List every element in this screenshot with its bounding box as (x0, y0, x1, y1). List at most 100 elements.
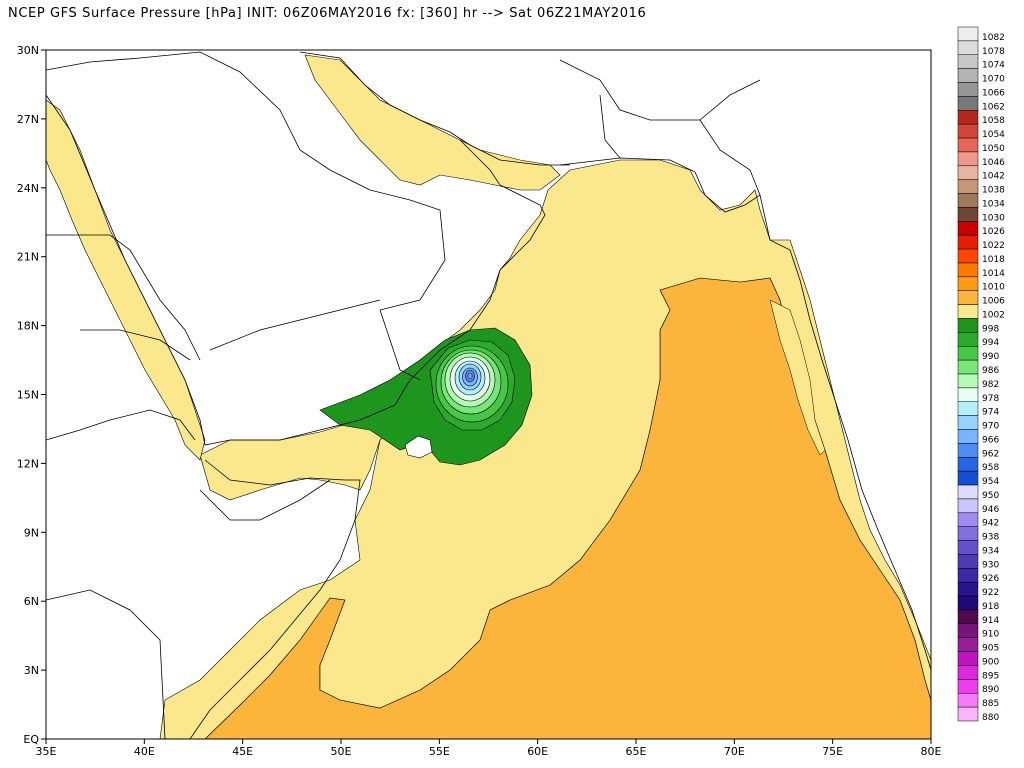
colorbar-swatch (957, 137, 979, 153)
chart-title: NCEP GFS Surface Pressure [hPa] INIT: 06… (8, 6, 647, 21)
colorbar-swatch (957, 207, 979, 222)
longitude-axis: 35E 40E 45E 50E 55E 60E 65E 70E 75E 80E (36, 739, 942, 758)
colorbar-label: 938 (982, 533, 999, 543)
colorbar-label: 978 (982, 394, 999, 404)
colorbar-label: 1058 (982, 116, 1005, 126)
lon-tick-label: 50E (331, 745, 352, 758)
colorbar-label: 1026 (982, 227, 1005, 237)
colorbar-swatch (957, 484, 979, 500)
colorbar-swatch (957, 290, 979, 305)
colorbar-swatch (957, 151, 979, 167)
colorbar-label: 1014 (982, 269, 1005, 279)
colorbar: 1082 1078 1074 1070 1066 1062 1058 1054 1050 1046… (957, 26, 1005, 723)
lat-tick-label: 9N (24, 526, 39, 539)
colorbar-swatch (957, 540, 979, 555)
colorbar-label: 958 (982, 463, 999, 473)
colorbar-swatch (957, 165, 979, 180)
colorbar-swatch (957, 457, 979, 472)
colorbar-label: 986 (982, 366, 999, 376)
colorbar-swatch (957, 651, 979, 666)
colorbar-swatch (957, 345, 979, 361)
colorbar-swatch (957, 498, 979, 514)
colorbar-swatch (957, 568, 979, 583)
colorbar-label: 970 (982, 422, 999, 432)
colorbar-swatch (957, 387, 979, 403)
colorbar-swatch (957, 234, 979, 250)
colorbar-swatch (957, 373, 979, 389)
lat-tick-label: 6N (24, 595, 39, 608)
colorbar-label: 895 (982, 671, 999, 681)
colorbar-swatch (957, 415, 979, 430)
colorbar-swatch (957, 82, 979, 97)
colorbar-label: 900 (982, 657, 999, 667)
colorbar-swatch (957, 512, 979, 527)
lon-tick-label: 40E (134, 745, 155, 758)
colorbar-label: 982 (982, 380, 999, 390)
colorbar-label: 930 (982, 560, 999, 570)
pressure-field (46, 54, 931, 739)
colorbar-swatch (957, 318, 979, 333)
colorbar-label: 1078 (982, 47, 1005, 57)
colorbar-swatch (957, 443, 979, 458)
colorbar-swatch (957, 665, 979, 680)
colorbar-label: 914 (982, 616, 999, 626)
colorbar-label: 1074 (982, 61, 1005, 71)
colorbar-label: 934 (982, 546, 999, 556)
lat-tick-label: 15N (17, 389, 39, 402)
lon-tick-label: 65E (626, 745, 647, 758)
contour-1002-red-sea (46, 99, 206, 461)
lon-tick-label: 45E (232, 745, 253, 758)
lon-tick-label: 55E (429, 745, 450, 758)
colorbar-swatch (957, 332, 979, 347)
colorbar-label: 1006 (982, 297, 1005, 307)
colorbar-swatch (957, 609, 979, 625)
lon-tick-label: 80E (921, 745, 942, 758)
colorbar-label: 974 (982, 408, 999, 418)
lat-tick-label: 3N (24, 664, 39, 677)
colorbar-label: 942 (982, 519, 999, 529)
colorbar-label: 950 (982, 491, 999, 501)
colorbar-label: 1010 (982, 283, 1005, 293)
colorbar-swatch (957, 110, 979, 125)
colorbar-label: 1038 (982, 186, 1005, 196)
lat-tick-label: EQ (23, 733, 39, 746)
colorbar-swatch (957, 248, 979, 264)
colorbar-label: 905 (982, 644, 999, 654)
lat-tick-label: 12N (17, 457, 39, 470)
colorbar-swatch (957, 581, 979, 597)
colorbar-label: 1022 (982, 241, 1005, 251)
colorbar-label: 946 (982, 505, 999, 515)
colorbar-swatch (957, 470, 979, 486)
colorbar-swatch (957, 359, 979, 375)
colorbar-label: 910 (982, 630, 999, 640)
colorbar-swatch (957, 623, 979, 638)
colorbar-label: 880 (982, 713, 999, 723)
lon-tick-label: 75E (822, 745, 843, 758)
colorbar-label: 926 (982, 574, 999, 584)
colorbar-swatch (957, 679, 979, 694)
colorbar-swatch (957, 96, 979, 111)
colorbar-label: 1066 (982, 88, 1005, 98)
colorbar-swatch (957, 262, 979, 278)
contour-1002-india-coast (769, 299, 826, 456)
colorbar-label: 1054 (982, 130, 1005, 140)
lon-tick-label: 35E (36, 745, 57, 758)
colorbar-swatch (957, 68, 979, 83)
colorbar-label: 1070 (982, 75, 1005, 85)
colorbar-label: 998 (982, 324, 999, 334)
colorbar-swatch (957, 526, 979, 541)
colorbar-swatch (957, 123, 979, 139)
colorbar-swatch (957, 193, 979, 208)
colorbar-label: 1042 (982, 172, 1005, 182)
coastlines (46, 51, 931, 739)
colorbar-swatch (957, 692, 979, 708)
colorbar-label: 954 (982, 477, 999, 487)
lon-tick-label: 60E (527, 745, 548, 758)
colorbar-swatch (957, 54, 979, 69)
contour-1002-ocean (159, 159, 931, 739)
colorbar-label: 994 (982, 338, 999, 348)
colorbar-swatch (957, 429, 979, 444)
colorbar-swatch (957, 26, 979, 42)
colorbar-label: 1002 (982, 310, 1005, 320)
